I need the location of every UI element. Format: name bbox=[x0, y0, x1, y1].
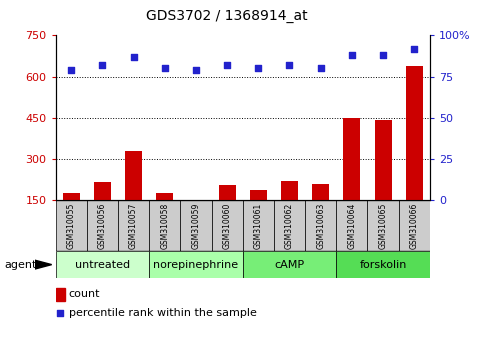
Text: GSM310062: GSM310062 bbox=[285, 202, 294, 249]
Text: GSM310063: GSM310063 bbox=[316, 202, 325, 249]
Point bbox=[348, 52, 356, 58]
Bar bbox=[281, 181, 298, 241]
Bar bbox=[149, 251, 242, 278]
Bar bbox=[56, 200, 87, 251]
Bar bbox=[336, 200, 368, 251]
Text: GSM310057: GSM310057 bbox=[129, 202, 138, 249]
Bar bbox=[250, 190, 267, 241]
Point bbox=[67, 67, 75, 73]
Bar bbox=[187, 201, 204, 241]
Bar bbox=[406, 65, 423, 241]
Text: count: count bbox=[69, 289, 100, 299]
Point bbox=[192, 67, 200, 73]
Bar bbox=[242, 200, 274, 251]
Text: GSM310055: GSM310055 bbox=[67, 202, 76, 249]
Text: cAMP: cAMP bbox=[274, 259, 305, 270]
Bar bbox=[94, 182, 111, 241]
Point bbox=[223, 62, 231, 68]
Text: percentile rank within the sample: percentile rank within the sample bbox=[69, 308, 256, 318]
Bar bbox=[63, 193, 80, 241]
Bar bbox=[125, 151, 142, 241]
Text: forskolin: forskolin bbox=[359, 259, 407, 270]
Point bbox=[129, 54, 137, 59]
Bar bbox=[87, 200, 118, 251]
Text: agent: agent bbox=[5, 259, 37, 270]
Text: GSM310065: GSM310065 bbox=[379, 202, 387, 249]
Point bbox=[255, 65, 262, 71]
Text: GSM310059: GSM310059 bbox=[191, 202, 200, 249]
Text: GSM310064: GSM310064 bbox=[347, 202, 356, 249]
Bar bbox=[156, 193, 173, 241]
Bar bbox=[336, 251, 430, 278]
Text: GSM310066: GSM310066 bbox=[410, 202, 419, 249]
Bar bbox=[398, 200, 430, 251]
Point bbox=[285, 62, 293, 68]
Bar bbox=[343, 118, 360, 241]
Polygon shape bbox=[35, 260, 52, 269]
Point bbox=[379, 52, 387, 58]
Point bbox=[56, 310, 64, 316]
Text: GDS3702 / 1368914_at: GDS3702 / 1368914_at bbox=[146, 9, 308, 23]
Point bbox=[99, 62, 106, 68]
Bar bbox=[212, 200, 243, 251]
Bar bbox=[312, 183, 329, 241]
Bar bbox=[305, 200, 336, 251]
Text: untreated: untreated bbox=[75, 259, 130, 270]
Text: GSM310060: GSM310060 bbox=[223, 202, 232, 249]
Text: GSM310058: GSM310058 bbox=[160, 202, 169, 249]
Text: GSM310061: GSM310061 bbox=[254, 202, 263, 249]
Bar bbox=[180, 200, 212, 251]
Point bbox=[411, 46, 418, 51]
Bar bbox=[274, 200, 305, 251]
Bar bbox=[56, 251, 149, 278]
Bar bbox=[218, 185, 236, 241]
Bar bbox=[374, 120, 392, 241]
Bar bbox=[242, 251, 336, 278]
Bar bbox=[149, 200, 180, 251]
Bar bbox=[118, 200, 149, 251]
Bar bbox=[56, 288, 65, 301]
Bar bbox=[368, 200, 398, 251]
Point bbox=[317, 65, 325, 71]
Point bbox=[161, 65, 169, 71]
Text: GSM310056: GSM310056 bbox=[98, 202, 107, 249]
Text: norepinephrine: norepinephrine bbox=[154, 259, 239, 270]
